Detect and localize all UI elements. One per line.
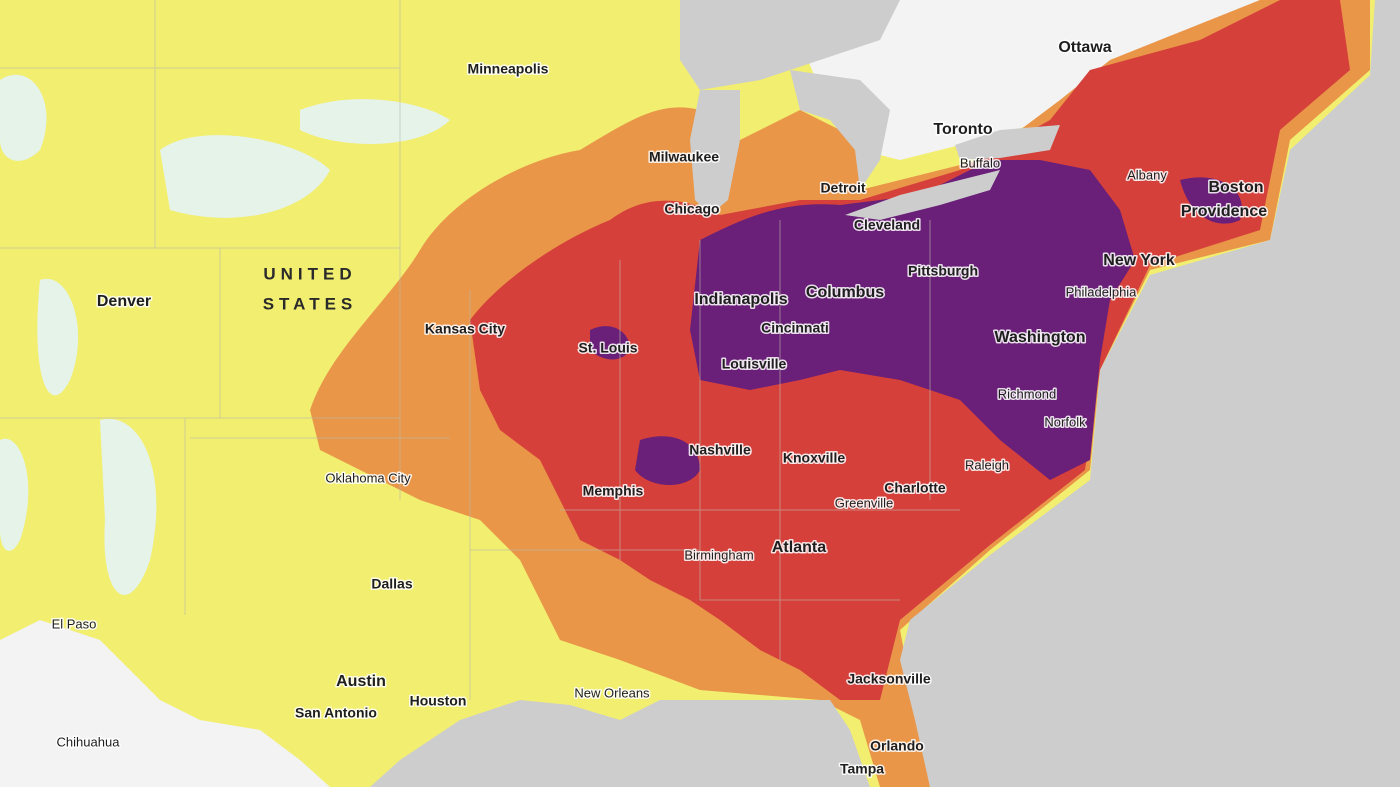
zone-purple-patches	[590, 177, 1242, 486]
city-label: Jacksonville	[847, 671, 930, 687]
city-label: Norfolk	[1044, 414, 1086, 429]
city-label: Boston	[1208, 179, 1263, 196]
city-label: New York	[1103, 252, 1175, 269]
atlantic	[900, 0, 1400, 787]
city-label: Atlanta	[772, 539, 826, 556]
city-label: Chihuahua	[57, 734, 121, 749]
city-label: Birmingham	[684, 547, 753, 562]
city-label: Oklahoma City	[325, 470, 411, 485]
city-label: Kansas City	[425, 321, 505, 337]
city-label: Charlotte	[884, 480, 946, 496]
city-label: Raleigh	[965, 457, 1009, 472]
city-label: Houston	[410, 693, 467, 709]
country-label: UNITED	[263, 264, 356, 283]
city-label: Providence	[1181, 203, 1267, 220]
city-label: Denver	[97, 293, 151, 310]
city-label: Dallas	[371, 576, 412, 592]
city-label: Philadelphia	[1066, 284, 1138, 299]
city-label: Knoxville	[783, 450, 845, 466]
city-label: El Paso	[52, 616, 97, 631]
zone-purple	[690, 160, 1135, 480]
city-label: Pittsburgh	[908, 263, 978, 279]
city-label: New Orleans	[574, 685, 650, 700]
city-label: Orlando	[870, 738, 924, 754]
city-label: Indianapolis	[694, 291, 787, 308]
city-label: Minneapolis	[468, 61, 549, 77]
city-label: Tampa	[840, 761, 884, 777]
city-label: Memphis	[583, 483, 644, 499]
city-label: Detroit	[820, 180, 865, 196]
city-label: Chicago	[664, 201, 719, 217]
city-label: Albany	[1127, 167, 1167, 182]
city-label: Louisville	[722, 356, 787, 372]
city-label: Milwaukee	[649, 149, 719, 165]
city-label: Ottawa	[1058, 39, 1111, 56]
city-label: Cleveland	[854, 217, 920, 233]
city-label: Richmond	[998, 386, 1057, 401]
city-label: St. Louis	[578, 340, 637, 356]
city-label: Buffalo	[960, 155, 1000, 170]
city-label: Greenville	[835, 495, 894, 510]
mexico	[0, 620, 330, 787]
country-label: STATES	[263, 294, 358, 313]
canada	[800, 0, 1265, 160]
city-label: Toronto	[933, 121, 992, 138]
city-label: Austin	[336, 673, 386, 690]
city-label: Cincinnati	[761, 320, 829, 336]
city-label: Columbus	[806, 284, 884, 301]
gulf	[370, 700, 870, 787]
city-label: Nashville	[689, 442, 751, 458]
city-label: Washington	[995, 329, 1086, 346]
great-lakes	[680, 0, 1060, 220]
city-label: San Antonio	[295, 705, 377, 721]
highland-patches	[0, 74, 450, 595]
state-borders	[0, 0, 960, 700]
